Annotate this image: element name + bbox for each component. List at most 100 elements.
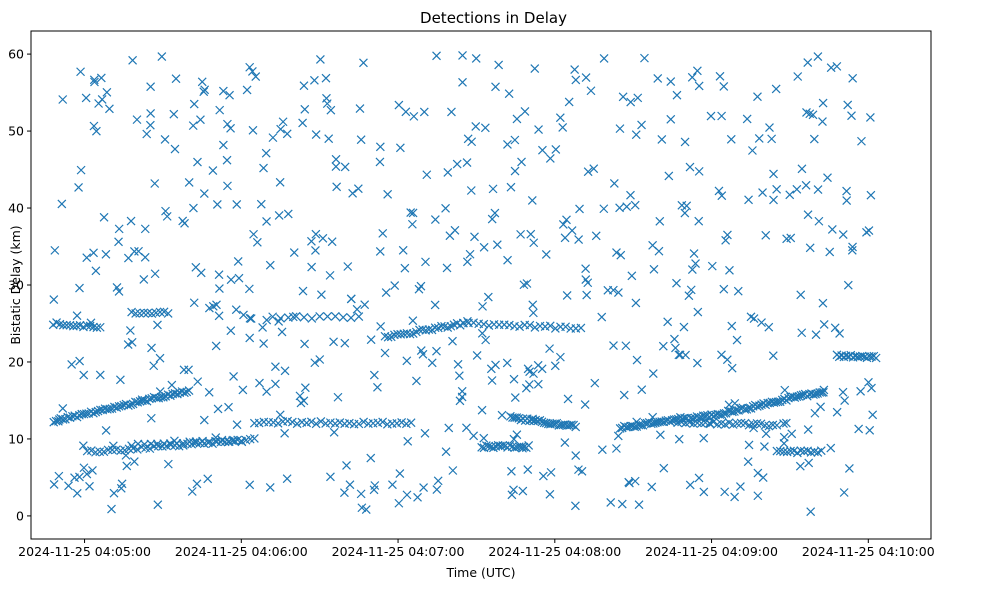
detection-point	[323, 312, 332, 321]
detection-point	[691, 259, 700, 268]
detection-point	[758, 473, 768, 482]
detection-point	[840, 396, 850, 406]
detection-point	[132, 115, 142, 125]
detection-point	[655, 430, 665, 440]
detection-point	[517, 157, 526, 167]
detection-point	[321, 73, 331, 83]
y-tick-label: 30	[8, 278, 24, 293]
detection-point	[759, 442, 769, 451]
detection-point	[232, 200, 242, 209]
detection-point	[163, 459, 173, 469]
detection-point	[483, 292, 493, 302]
detection-point	[491, 82, 500, 92]
detection-point	[405, 329, 415, 339]
detection-point	[340, 162, 350, 172]
detection-point	[421, 257, 430, 267]
x-tick-label: 2024-11-25 04:05:00	[18, 544, 151, 559]
detection-point	[218, 140, 228, 150]
detection-point	[764, 322, 774, 332]
detection-point	[611, 444, 621, 453]
detection-point	[769, 169, 778, 179]
detection-point	[395, 143, 405, 153]
detection-point	[75, 283, 84, 293]
detection-point	[854, 424, 864, 434]
detection-point	[767, 134, 777, 144]
detection-point	[754, 134, 764, 143]
detection-point	[252, 237, 262, 247]
detection-point	[693, 418, 702, 428]
detection-point	[188, 438, 198, 447]
detection-point	[664, 171, 674, 181]
detection-point	[479, 242, 489, 252]
detection-point	[75, 356, 85, 366]
detection-point	[101, 249, 111, 259]
detection-point	[637, 385, 647, 395]
detection-point	[730, 398, 740, 408]
detection-point	[306, 417, 316, 427]
detection-point	[86, 318, 96, 328]
detection-point	[114, 237, 123, 247]
detection-point	[153, 320, 162, 330]
detection-point	[369, 370, 379, 380]
detection-point	[226, 326, 236, 336]
detection-point	[506, 182, 516, 192]
detection-point	[422, 170, 432, 180]
detection-point	[170, 144, 180, 154]
detection-point	[689, 249, 699, 258]
detection-point	[430, 215, 440, 224]
detection-point	[674, 350, 684, 360]
detection-point	[469, 431, 479, 441]
detection-point	[95, 322, 105, 332]
scatter-points	[48, 51, 881, 517]
detection-point	[467, 137, 477, 147]
detection-point	[262, 387, 272, 397]
detection-point	[189, 99, 199, 109]
detection-point	[89, 75, 99, 85]
detection-point	[359, 58, 368, 68]
detection-point	[228, 436, 237, 446]
detection-point	[199, 87, 209, 97]
detection-point	[88, 408, 98, 418]
detection-point	[795, 461, 805, 471]
detection-point	[724, 400, 734, 410]
detection-point	[129, 457, 139, 466]
detection-point	[50, 245, 60, 255]
detection-point	[717, 191, 727, 201]
detection-point	[79, 370, 89, 380]
detection-point	[524, 441, 534, 450]
detection-point	[275, 177, 285, 187]
detection-point	[233, 256, 243, 266]
detection-point	[492, 240, 502, 250]
x-tick-label: 2024-11-25 04:10:00	[802, 544, 935, 559]
detection-point	[479, 433, 489, 443]
detection-point	[653, 73, 663, 83]
detection-point	[748, 146, 757, 155]
detection-point	[530, 322, 540, 332]
detection-point	[222, 155, 232, 165]
detection-point	[674, 434, 684, 444]
detection-point	[472, 351, 482, 360]
detection-point	[823, 173, 832, 183]
detection-point	[570, 501, 580, 511]
detection-point	[310, 358, 320, 368]
detection-point	[484, 321, 494, 331]
detection-point	[570, 65, 580, 74]
detection-point	[274, 210, 284, 220]
detection-point	[647, 482, 657, 492]
detection-point	[545, 321, 555, 331]
detection-point	[445, 231, 455, 241]
detection-point	[597, 445, 607, 455]
detection-point	[681, 350, 690, 360]
detection-point	[761, 230, 771, 240]
detection-point	[307, 313, 317, 323]
detection-point	[533, 360, 543, 370]
detection-point	[478, 301, 487, 311]
chart-title: Detections in Delay	[420, 9, 567, 27]
detection-point	[381, 288, 391, 298]
detection-point	[189, 298, 199, 308]
detection-point	[813, 185, 823, 195]
detection-point	[85, 481, 94, 491]
detection-point	[658, 341, 668, 351]
detection-point	[311, 130, 321, 139]
detection-point	[692, 358, 702, 368]
